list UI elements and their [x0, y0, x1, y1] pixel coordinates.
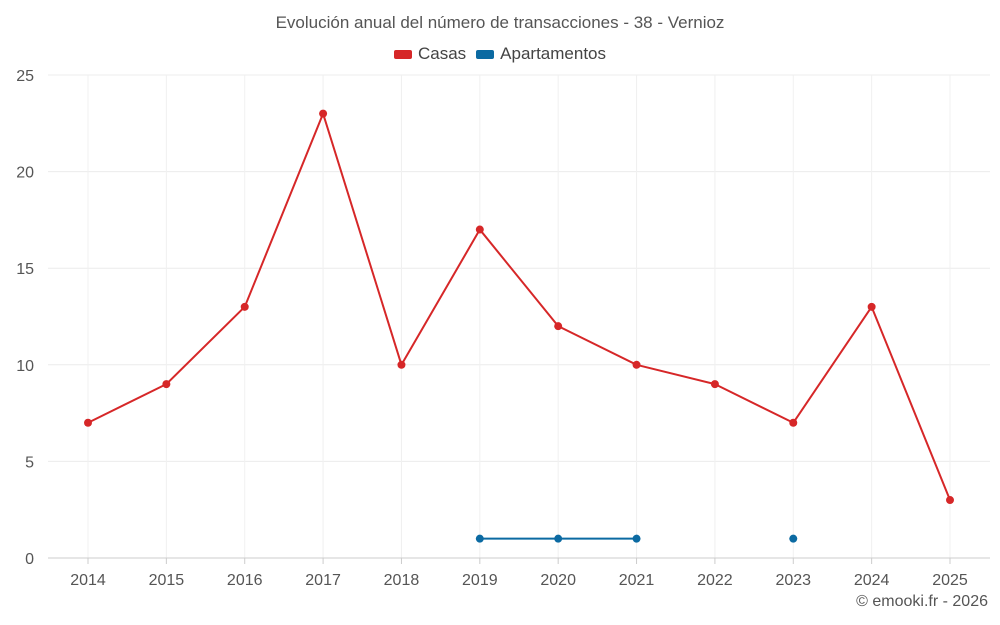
data-point-casas — [789, 418, 798, 427]
data-point-apartamentos — [789, 534, 798, 543]
legend-entry-apartamentos[interactable]: Apartamentos — [476, 44, 606, 64]
legend-label-apartamentos: Apartamentos — [500, 44, 607, 63]
x-tick-label: 2019 — [462, 572, 498, 589]
data-point-casas — [632, 360, 641, 369]
y-tick-label: 25 — [16, 68, 34, 85]
credit-text: © emooki.fr - 2026 — [856, 593, 988, 610]
data-point-apartamentos — [554, 534, 563, 543]
legend-label-casas: Casas — [417, 44, 467, 63]
data-point-casas — [946, 496, 954, 505]
x-tick-label: 2016 — [227, 572, 263, 589]
x-tick-label: 2025 — [932, 572, 968, 589]
x-tick-label: 2021 — [619, 572, 655, 589]
data-point-casas — [554, 322, 563, 331]
data-point-casas — [475, 225, 484, 234]
legend-entry-casas[interactable]: Casas — [393, 44, 467, 64]
y-tick-label: 20 — [16, 165, 34, 182]
x-tick-label: 2017 — [305, 572, 341, 589]
data-point-apartamentos — [632, 534, 641, 543]
x-tick-label: 2020 — [540, 572, 576, 589]
data-point-casas — [867, 302, 876, 311]
data-point-casas — [319, 109, 328, 118]
x-tick-label: 2015 — [149, 572, 185, 589]
data-point-casas — [397, 360, 406, 369]
data-point-casas — [710, 380, 719, 389]
legend-swatch-apartamentos — [476, 49, 495, 59]
data-point-casas — [84, 418, 92, 427]
x-tick-label: 2022 — [697, 572, 733, 589]
legend-swatch-casas — [393, 49, 412, 59]
chart-title: Evolución anual del número de transaccio… — [275, 13, 725, 32]
data-point-casas — [162, 380, 171, 389]
x-tick-label: 2023 — [775, 572, 811, 589]
data-point-casas — [240, 302, 249, 311]
x-tick-label: 2024 — [854, 572, 890, 589]
y-tick-label: 0 — [25, 551, 34, 568]
x-tick-label: 2014 — [70, 572, 106, 589]
y-tick-label: 15 — [16, 261, 34, 278]
x-tick-label: 2018 — [384, 572, 420, 589]
data-point-apartamentos — [475, 534, 484, 543]
series-line-casas — [87, 112, 951, 501]
y-tick-label: 10 — [16, 358, 34, 375]
y-tick-label: 5 — [25, 454, 34, 471]
legend: Casas Apartamentos — [0, 44, 1000, 64]
